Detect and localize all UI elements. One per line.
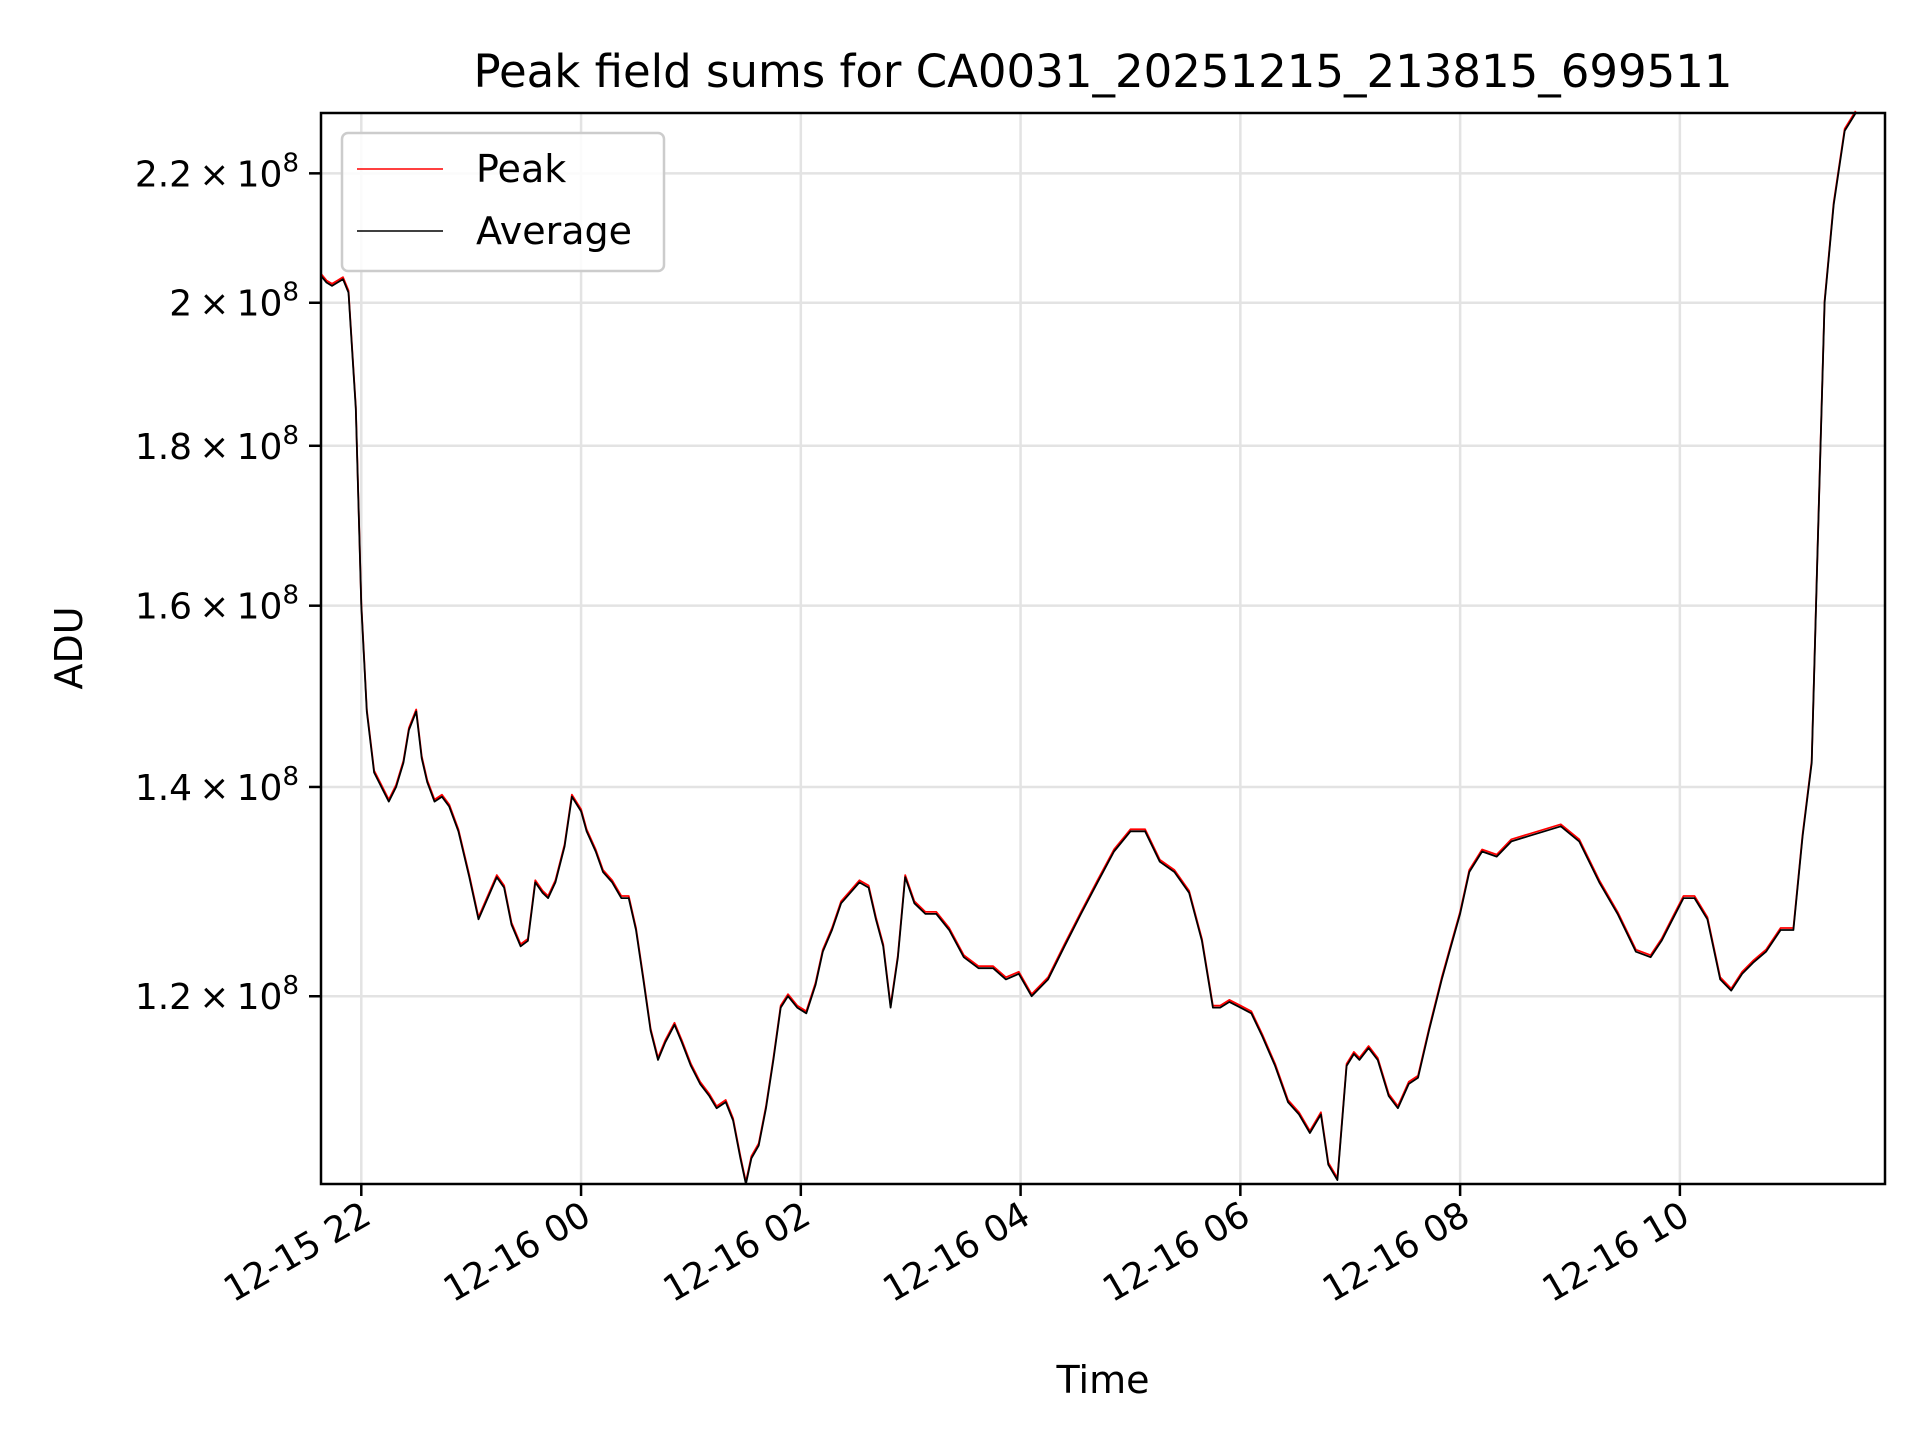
x-axis-label: Time — [1056, 1358, 1150, 1402]
legend-label-peak: Peak — [476, 147, 566, 191]
chart-title: Peak field sums for CA0031_20251215_2138… — [473, 45, 1732, 98]
plot-frame — [319, 111, 1887, 1186]
y-tick-mantissa: 2.2 — [135, 154, 192, 195]
y-tick-exponent: 8 — [282, 581, 299, 611]
y-tick-mantissa: 2 — [169, 284, 192, 325]
y-tick-label: 2.2 × 108 — [135, 148, 299, 195]
legend-label-average: Average — [476, 209, 632, 253]
series-line-average — [320, 112, 1857, 1185]
y-tick-exponent: 8 — [282, 148, 299, 178]
y-tick-label: 1.2 × 108 — [135, 971, 299, 1018]
legend-box — [340, 131, 666, 273]
grid-layer — [321, 113, 1885, 1184]
y-tick-label: 1.8 × 108 — [135, 421, 299, 468]
y-tick-exponent: 8 — [282, 278, 299, 308]
y-tick-label: 2 × 108 — [169, 278, 299, 325]
y-tick-mantissa: 1.2 — [135, 977, 192, 1018]
series-layer — [320, 110, 1857, 1185]
y-tick-exponent: 8 — [282, 762, 299, 792]
y-tick-mantissa: 1.6 — [135, 587, 192, 628]
y-tick-mantissa: 1.8 — [135, 427, 192, 468]
y-tick-mantissa: 1.4 — [135, 768, 192, 809]
legend: Peak Average — [340, 131, 666, 273]
y-tick-exponent: 8 — [282, 421, 299, 451]
y-axis-label: ADU — [47, 606, 91, 689]
y-tick-label: 1.4 × 108 — [135, 762, 299, 809]
y-tick-label: 1.6 × 108 — [135, 581, 299, 628]
y-tick-exponent: 8 — [282, 971, 299, 1001]
